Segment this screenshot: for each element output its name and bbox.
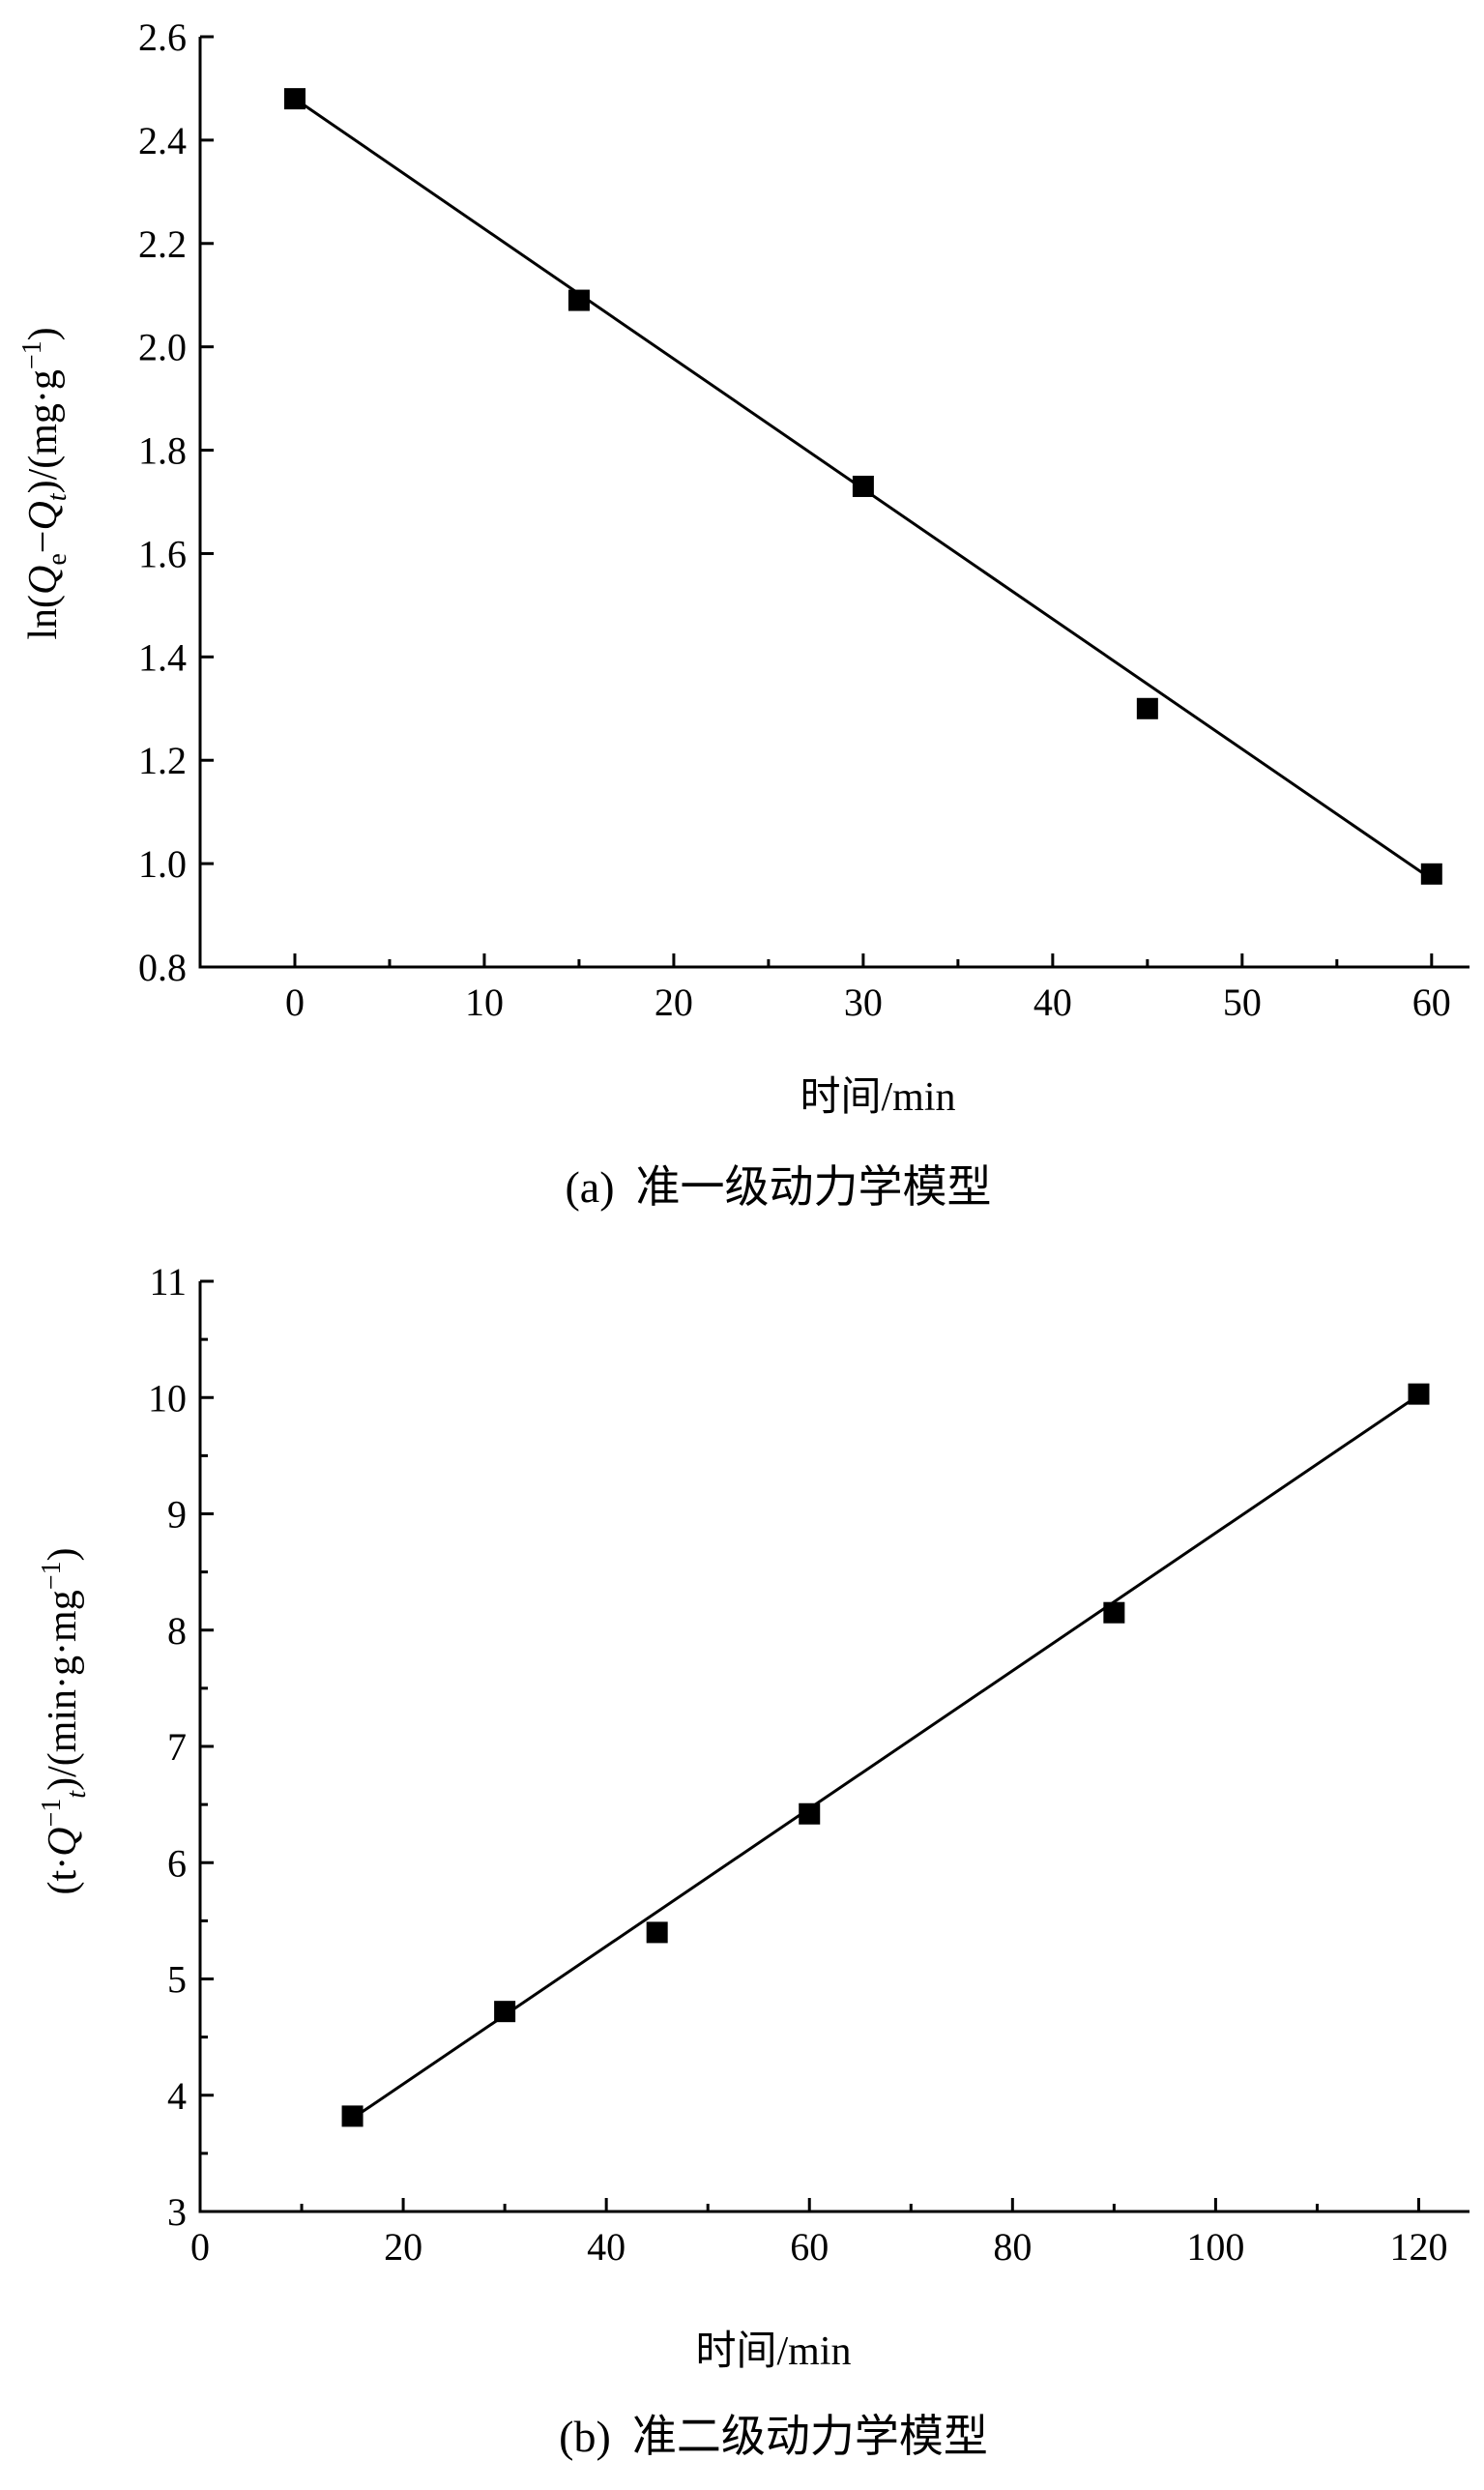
chart-b-y-tick-label: 6 <box>167 1841 187 1885</box>
chart-b-caption: (b) 准二级动力学模型 <box>559 2412 988 2461</box>
chart-b-data-point <box>1408 1383 1430 1405</box>
chart-b-axes <box>198 1281 1469 2213</box>
chart-a-data-point <box>852 475 874 497</box>
chart-b-y-tick-label: 3 <box>167 2190 187 2234</box>
chart-b-x-tick-label: 40 <box>587 2225 626 2269</box>
chart-b-data-point <box>646 1921 668 1944</box>
chart-a-marks <box>283 88 1442 885</box>
chart-a-y-tick-label: 2.0 <box>138 326 187 369</box>
chart-a-x-tick-label: 30 <box>844 981 883 1024</box>
chart-a-y-tick-label: 1.6 <box>138 532 187 575</box>
chart-b-x-tick-label: 100 <box>1186 2225 1244 2269</box>
chart-b: 3 4 5 6 7 8 9 10 11 0 20 40 60 80 100 120 (t·Q−1t)/(min… <box>37 1260 1469 2461</box>
chart-b-fit-line <box>351 1393 1420 2121</box>
chart-a-y-tick-label: 1.8 <box>138 429 187 473</box>
chart-a-data-point <box>283 88 306 110</box>
chart-b-data-point <box>1103 1601 1125 1624</box>
chart-b-data-point <box>341 2105 364 2127</box>
chart-b-y-tick-label: 10 <box>148 1376 187 1420</box>
chart-a-y-tick-label: 1.2 <box>138 739 187 782</box>
chart-a-y-axis-label: ln(Qe−Qt)/(mg·g−1) <box>17 327 73 639</box>
chart-b-data-point <box>799 1802 821 1825</box>
chart-a-y-tick-label: 1.0 <box>138 842 187 886</box>
chart-a-y-tick-label: 2.6 <box>138 15 187 59</box>
chart-b-y-tick-label: 4 <box>167 2074 187 2118</box>
chart-a-data-point <box>567 289 590 311</box>
chart-b-x-tick-label: 80 <box>993 2225 1032 2269</box>
chart-b-x-axis-label: 时间/min <box>695 2329 851 2374</box>
chart-a-data-point <box>1136 697 1158 719</box>
chart-a-x-tick-label: 60 <box>1412 981 1451 1024</box>
chart-a-y-tick-label: 0.8 <box>138 946 187 989</box>
chart-a-y-tick-label: 2.2 <box>138 222 187 266</box>
chart-b-x-tick-label: 20 <box>384 2225 422 2269</box>
chart-b-y-tick-label: 9 <box>167 1493 187 1537</box>
chart-a-y-tick-label: 1.4 <box>138 635 187 679</box>
chart-b-y-tick-label: 11 <box>149 1260 187 1304</box>
chart-b-y-tick-label: 5 <box>167 1958 187 2002</box>
chart-b-ticks: 3 4 5 6 7 8 9 10 11 0 20 40 60 80 100 120 <box>148 1260 1469 2269</box>
chart-b-x-tick-label: 0 <box>190 2225 210 2269</box>
chart-a-caption: (a) 准一级动力学模型 <box>565 1162 991 1212</box>
chart-a-x-tick-label: 0 <box>285 981 305 1024</box>
chart-a: 0.8 1.0 1.2 1.4 1.6 1.8 2.0 2.2 2.4 2.6 0 10 20 30 40 5… <box>17 15 1469 1212</box>
chart-b-y-tick-label: 7 <box>167 1725 187 1769</box>
chart-b-y-tick-label: 8 <box>167 1609 187 1653</box>
chart-b-y-axis-label: (t·Q−1t)/(min·g·mg−1) <box>37 1548 92 1895</box>
chart-a-y-tick-label: 2.4 <box>138 119 187 162</box>
chart-a-x-tick-label: 40 <box>1033 981 1072 1024</box>
chart-a-x-tick-label: 10 <box>465 981 504 1024</box>
chart-b-x-tick-label: 60 <box>790 2225 829 2269</box>
chart-a-x-axis-label: 时间/min <box>800 1075 955 1120</box>
chart-b-data-point <box>494 2001 516 2023</box>
chart-a-axes <box>198 37 1469 969</box>
chart-a-x-tick-label: 20 <box>655 981 693 1024</box>
chart-b-marks <box>341 1383 1430 2127</box>
chart-a-x-tick-label: 50 <box>1223 981 1262 1024</box>
chart-a-data-point <box>1420 863 1442 885</box>
chart-b-x-tick-label: 120 <box>1389 2225 1447 2269</box>
chart-a-ticks: 0.8 1.0 1.2 1.4 1.6 1.8 2.0 2.2 2.4 2.6 0 10 20 30 40 5… <box>138 15 1469 1024</box>
